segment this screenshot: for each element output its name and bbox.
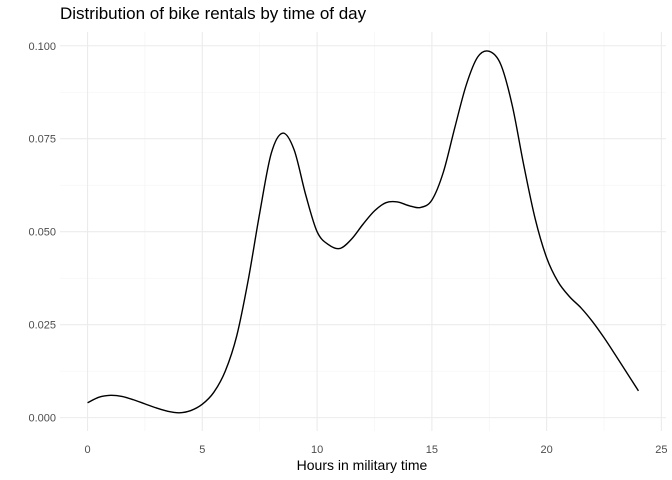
x-tick-label: 10 <box>311 444 323 456</box>
x-tick-label: 5 <box>199 444 205 456</box>
x-tick-label: 0 <box>84 444 90 456</box>
x-tick-label: 20 <box>541 444 553 456</box>
y-axis-tick-labels: 0.000 0.025 0.050 0.075 0.100 <box>28 41 56 425</box>
y-tick-label: 0.100 <box>28 41 56 53</box>
x-axis-title: Hours in military time <box>297 457 428 473</box>
x-axis-tick-labels: 0 5 10 15 20 25 <box>84 444 667 456</box>
y-tick-label: 0.025 <box>28 320 56 332</box>
y-tick-label: 0.000 <box>28 413 56 425</box>
y-tick-label: 0.075 <box>28 134 56 146</box>
y-tick-label: 0.050 <box>28 227 56 239</box>
x-tick-label: 25 <box>655 444 667 456</box>
x-tick-label: 15 <box>426 444 438 456</box>
